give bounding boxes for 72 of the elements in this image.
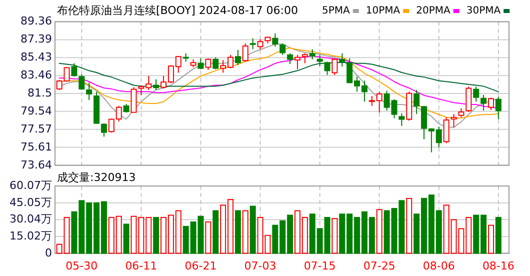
candlestick	[473, 86, 480, 102]
candlestick	[272, 32, 278, 48]
y-tick-label: 15.02万	[10, 229, 52, 242]
candlestick	[488, 97, 494, 110]
candlestick	[242, 42, 248, 62]
x-tick-label: 07-03	[244, 259, 276, 272]
candlestick	[302, 52, 308, 64]
chart-title: 成交量:320913	[57, 171, 136, 184]
candlestick	[100, 122, 107, 138]
candlestick	[250, 38, 256, 50]
candlestick	[280, 42, 286, 56]
candlestick	[86, 82, 92, 100]
candlestick	[466, 86, 472, 112]
y-tick-label: 81.5	[28, 86, 52, 100]
chart-title: 布伦特原油当月连续[BOOY] 2024-08-17 06:00	[57, 4, 298, 18]
candlestick	[153, 78, 160, 90]
candlestick	[212, 56, 219, 70]
bar	[153, 216, 160, 254]
candlestick	[294, 54, 300, 70]
x-tick-label: 06-11	[125, 259, 158, 272]
y-tick-label: 85.43	[20, 50, 52, 64]
legend-label: 10PMA	[366, 6, 400, 17]
x-tick-label: 07-25	[363, 259, 396, 272]
candlestick	[332, 58, 338, 76]
y-tick-label: 73.64	[20, 158, 52, 172]
candlestick	[198, 58, 204, 70]
candlestick	[309, 48, 316, 60]
candlestick	[234, 49, 241, 66]
y-tick-label: 77.57	[20, 122, 52, 136]
candlestick	[458, 108, 464, 118]
x-tick-label: 06-21	[184, 259, 217, 272]
candlestick	[398, 112, 405, 126]
candlestick	[480, 94, 487, 112]
candlestick	[130, 86, 137, 114]
candlestick	[339, 52, 346, 68]
y-tick-label: 87.39	[20, 32, 52, 46]
x-tick-label: 07-15	[304, 259, 336, 272]
candlestick	[495, 96, 502, 120]
y-tick-label: 60.07万	[10, 179, 52, 192]
candlestick	[78, 74, 85, 90]
bar	[376, 209, 382, 254]
bar	[488, 224, 494, 254]
bar	[234, 210, 241, 254]
x-tick-label: 08-16	[482, 259, 514, 272]
legend-label: 5PMA	[322, 6, 350, 17]
y-tick-label: 75.61	[20, 140, 52, 154]
bar	[406, 198, 412, 254]
x-tick-label: 08-06	[422, 259, 455, 272]
legend-label: 30PMA	[466, 6, 501, 17]
candlestick	[287, 52, 294, 64]
legend-label: 20PMA	[416, 6, 450, 17]
bar	[212, 210, 219, 254]
candlestick	[443, 116, 450, 144]
candlestick	[324, 61, 330, 76]
bar	[332, 218, 338, 254]
y-tick-label: 83.46	[20, 68, 52, 82]
candlestick	[450, 113, 457, 128]
bar	[123, 224, 130, 254]
y-tick-label: 45.05万	[10, 196, 52, 209]
y-tick-label: 30.04万	[10, 212, 52, 226]
bar	[205, 221, 212, 254]
x-tick-label: 05-30	[66, 259, 98, 272]
candlestick	[257, 38, 264, 50]
y-tick-label: 0	[45, 246, 52, 260]
y-tick-label: 79.54	[20, 104, 52, 118]
y-tick-label: 89.36	[20, 14, 52, 28]
candlestick	[316, 54, 323, 67]
candlestick	[71, 62, 78, 78]
candlestick	[205, 58, 212, 70]
bar	[250, 206, 256, 254]
bar	[495, 216, 502, 254]
bar	[242, 210, 248, 254]
